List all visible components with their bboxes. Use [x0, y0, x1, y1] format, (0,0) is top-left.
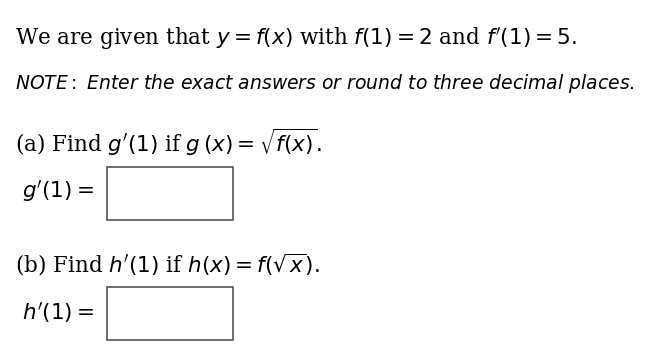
Text: $\mathit{NOTE{:}\ Enter\ the\ exact\ answers\ or\ round\ to\ three\ decimal\ pla: $\mathit{NOTE{:}\ Enter\ the\ exact\ ans…: [15, 71, 635, 95]
FancyBboxPatch shape: [107, 287, 234, 340]
Text: (a) Find $g'(1)$ if $g\,(x) = \sqrt{f(x)}.$: (a) Find $g'(1)$ if $g\,(x) = \sqrt{f(x)…: [15, 126, 322, 158]
Text: $h'(1) =$: $h'(1) =$: [22, 300, 94, 325]
Text: We are given that $y = f(x)$ with $f(1) = 2$ and $f'(1) = 5.$: We are given that $y = f(x)$ with $f(1) …: [15, 25, 577, 52]
Text: $g'(1) =$: $g'(1) =$: [22, 179, 93, 204]
FancyBboxPatch shape: [107, 167, 234, 220]
Text: (b) Find $h'(1)$ if $h(x) = f(\sqrt{x}).$: (b) Find $h'(1)$ if $h(x) = f(\sqrt{x}).…: [15, 251, 320, 277]
